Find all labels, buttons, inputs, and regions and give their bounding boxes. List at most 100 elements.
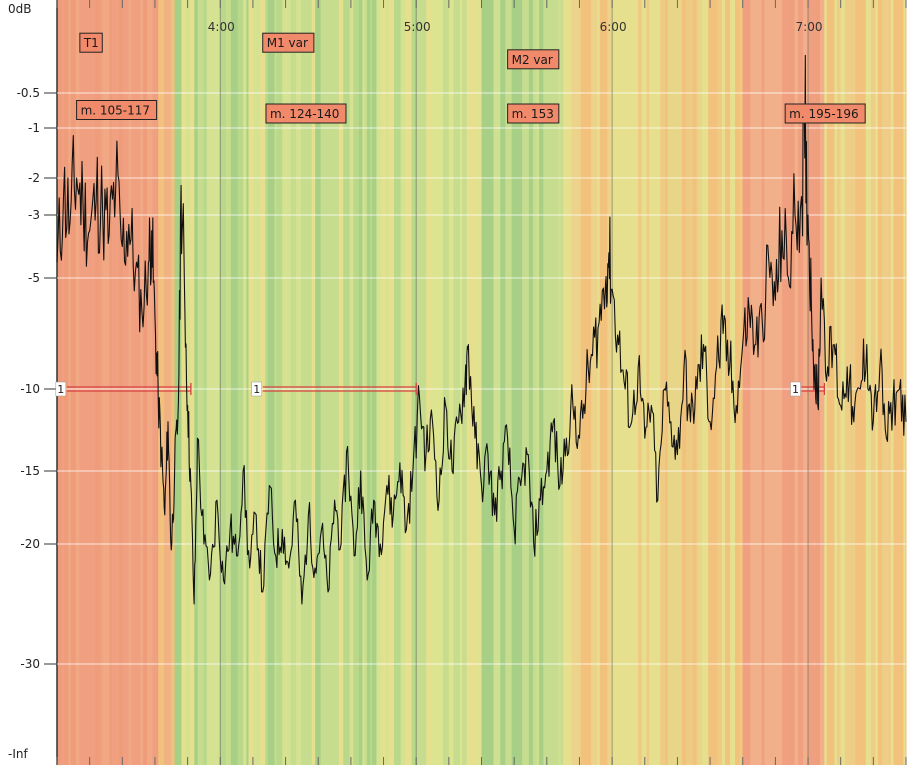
color-band xyxy=(220,0,227,765)
color-band xyxy=(420,0,427,765)
color-band xyxy=(855,0,861,765)
color-band xyxy=(829,0,833,765)
marker-box xyxy=(79,32,103,53)
color-band xyxy=(158,0,165,765)
color-band xyxy=(166,0,172,765)
y-tick-label: -Inf xyxy=(8,747,28,761)
color-band xyxy=(686,0,694,765)
color-band xyxy=(472,0,479,765)
color-band xyxy=(430,0,439,765)
color-band xyxy=(381,0,387,765)
y-tick-label: -20 xyxy=(20,537,40,551)
y-tick-label: 0dB xyxy=(8,2,31,16)
color-band xyxy=(488,0,492,765)
color-band xyxy=(803,0,810,765)
color-band xyxy=(404,0,413,765)
color-band xyxy=(496,0,501,765)
color-band xyxy=(831,0,835,765)
color-band xyxy=(213,0,221,765)
color-band xyxy=(607,0,612,765)
color-band xyxy=(190,0,195,765)
y-tick-label: -1 xyxy=(28,121,40,135)
color-band xyxy=(671,0,679,765)
color-band xyxy=(181,0,187,765)
y-axis: 0dB -0.5 -1 -2 -3 -5 -10 -15 -20 -30 -Inf xyxy=(8,2,57,761)
color-band xyxy=(99,0,103,765)
loop-badge-label: 1 xyxy=(253,383,260,396)
markers[interactable]: T1 M1 var M2 var m. 105-117 m. 124-140 m. 153… xyxy=(76,32,866,124)
color-band xyxy=(782,0,785,765)
color-band xyxy=(400,0,406,765)
color-band xyxy=(296,0,302,765)
color-band xyxy=(888,0,892,765)
time-tick-label: 5:00 xyxy=(404,20,431,34)
color-band xyxy=(343,0,346,765)
time-tick-label: 6:00 xyxy=(600,20,627,34)
color-band xyxy=(742,0,749,765)
color-band xyxy=(599,0,603,765)
loop-ranges[interactable]: 1 1 1 xyxy=(55,381,826,397)
color-band xyxy=(591,0,598,765)
marker-label: m. 153 xyxy=(512,107,554,121)
color-band xyxy=(667,0,673,765)
color-band xyxy=(282,0,289,765)
color-band xyxy=(359,0,363,765)
loop-badge xyxy=(251,381,262,397)
color-band xyxy=(367,0,371,765)
color-band xyxy=(197,0,204,765)
color-band xyxy=(194,0,199,765)
color-band xyxy=(505,0,513,765)
color-band xyxy=(362,0,366,765)
marker: m. 195-196 xyxy=(784,103,866,124)
color-band xyxy=(701,0,709,765)
marker-label: m. 124-140 xyxy=(270,107,339,121)
color-band xyxy=(558,0,562,765)
color-band xyxy=(234,0,239,765)
loop-range: 1 xyxy=(790,381,826,397)
loop-badge xyxy=(790,381,801,397)
color-band xyxy=(442,0,450,765)
color-band xyxy=(770,0,778,765)
color-band xyxy=(265,0,269,765)
color-band xyxy=(875,0,879,765)
color-band xyxy=(118,0,124,765)
marker: T1 xyxy=(79,32,103,53)
color-band xyxy=(899,0,904,765)
marker: m. 153 xyxy=(507,103,560,124)
loop-badge xyxy=(55,381,67,397)
color-band xyxy=(338,0,344,765)
color-band xyxy=(89,0,96,765)
grid-lines xyxy=(56,0,907,765)
color-band xyxy=(577,0,582,765)
color-band xyxy=(307,0,313,765)
marker: M1 var xyxy=(262,32,315,53)
color-band xyxy=(411,0,417,765)
marker: M2 var xyxy=(507,49,560,70)
color-band xyxy=(543,0,551,765)
color-band xyxy=(70,0,77,765)
color-band xyxy=(721,0,726,765)
color-band xyxy=(393,0,402,765)
color-band xyxy=(844,0,853,765)
color-band xyxy=(612,0,620,765)
color-band xyxy=(536,0,540,765)
color-band xyxy=(353,0,360,765)
color-band xyxy=(246,0,249,765)
color-band xyxy=(146,0,150,765)
marker-label: m. 195-196 xyxy=(789,107,858,121)
marker: m. 124-140 xyxy=(265,103,347,124)
loudness-line xyxy=(56,54,907,605)
y-tick-label: -5 xyxy=(28,271,40,285)
color-band xyxy=(372,0,377,765)
color-band xyxy=(300,0,308,765)
loop-badge-label: 1 xyxy=(57,383,64,396)
color-band xyxy=(143,0,148,765)
color-band xyxy=(808,0,812,765)
color-band xyxy=(152,0,158,765)
color-band xyxy=(84,0,90,765)
color-band xyxy=(185,0,191,765)
marker-box xyxy=(262,32,315,53)
color-band xyxy=(571,0,578,765)
y-tick-label: -15 xyxy=(20,464,40,478)
